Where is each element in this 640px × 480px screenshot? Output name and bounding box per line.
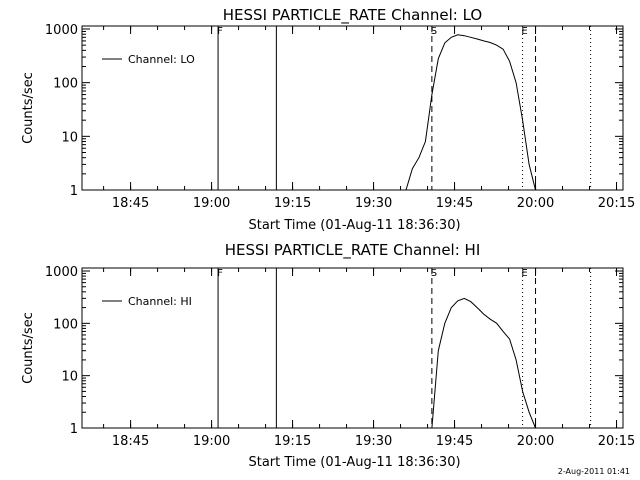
panel1-series-line-1 xyxy=(405,34,536,191)
panel1-x-axis-label: Start Time (01-Aug-11 18:36:30) xyxy=(248,218,460,233)
panel2-marker-label-E: E xyxy=(521,268,527,279)
panel2-marker-label-F: F xyxy=(217,268,223,279)
panel2-x-tick-label: 19:30 xyxy=(355,434,392,449)
panel2-x-tick-label: 19:15 xyxy=(274,434,311,449)
panel1-marker-label-F: F xyxy=(217,26,223,37)
panel2-x-axis-label: Start Time (01-Aug-11 18:36:30) xyxy=(248,455,460,470)
panel1-title: HESSI PARTICLE_RATE Channel: LO xyxy=(223,6,482,25)
panel1-y-tick-label: 1000 xyxy=(45,23,78,38)
panel2-y-tick-label: 10 xyxy=(61,370,78,385)
timestamp: 2-Aug-2011 01:41 xyxy=(557,467,630,476)
panel2-y-tick-label: 100 xyxy=(53,317,78,332)
panel1-x-tick-label: 19:45 xyxy=(436,196,473,211)
panel2-title: HESSI PARTICLE_RATE Channel: HI xyxy=(225,241,481,260)
panel1-y-tick-label: 1 xyxy=(70,184,78,199)
panel1-y-axis-label: Counts/sec xyxy=(21,72,36,144)
panel1-y-tick-label: 10 xyxy=(61,130,78,145)
panel1-x-tick-label: 18:45 xyxy=(112,196,149,211)
panel2-plot-frame xyxy=(81,267,624,429)
panel1-x-tick-label: 19:00 xyxy=(193,196,230,211)
panel2-y-tick-label: 1000 xyxy=(45,265,78,280)
panel1-x-tick-label: 19:30 xyxy=(355,196,392,211)
panel2-marker-label-S: S xyxy=(431,268,437,279)
panel2-legend-label: Channel: HI xyxy=(128,295,192,308)
panel2-y-axis-label: Counts/sec xyxy=(21,312,36,384)
panel1-marker-label-S: S xyxy=(431,26,437,37)
panel2-y-tick-label: 1 xyxy=(70,422,78,437)
panel1-legend-label: Channel: LO xyxy=(128,53,195,66)
panel1-plot-frame xyxy=(81,25,624,191)
panel1-x-tick-label: 19:15 xyxy=(274,196,311,211)
panel1-y-tick-label: 100 xyxy=(53,77,78,92)
panel1-x-tick-label: 20:15 xyxy=(598,196,635,211)
panel2-x-tick-label: 19:45 xyxy=(436,434,473,449)
panel1-marker-label-E: E xyxy=(521,26,527,37)
panel2-x-tick-label: 18:45 xyxy=(112,434,149,449)
panel2-series-line-1 xyxy=(431,297,536,429)
panel2-x-tick-label: 19:00 xyxy=(193,434,230,449)
panel2-x-tick-label: 20:00 xyxy=(517,434,554,449)
panel1-x-tick-label: 20:00 xyxy=(517,196,554,211)
panel2-x-tick-label: 20:15 xyxy=(598,434,635,449)
